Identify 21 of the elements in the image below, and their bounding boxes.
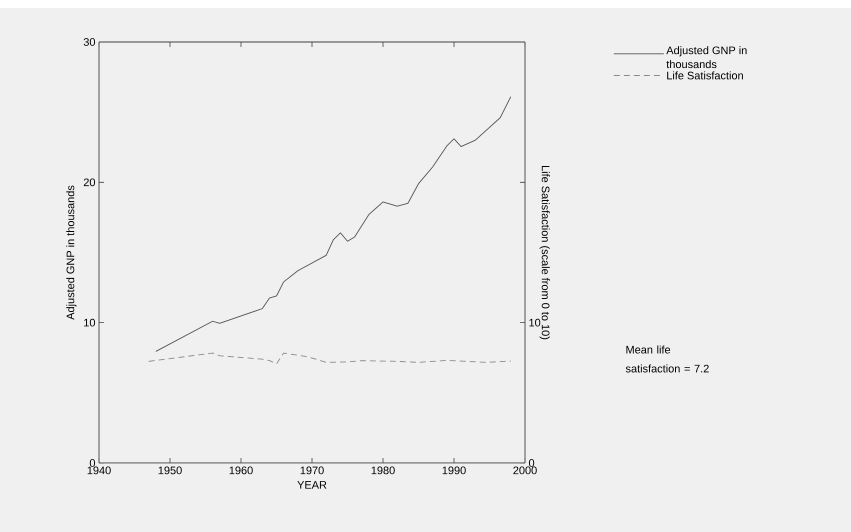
y2-axis-title: Life Satisfaction (scale from 0 to 10)	[540, 166, 550, 340]
legend-label: Life Satisfaction	[667, 71, 743, 80]
line-series	[148, 352, 512, 364]
x-tick-label: 1980	[372, 466, 395, 474]
y2-tick-label: 10	[529, 318, 540, 327]
y-tick-label: 30	[84, 38, 96, 46]
y-tick-label: 0	[90, 459, 96, 467]
x-tick-label: 1990	[442, 466, 466, 474]
x-tick-label: 1960	[230, 466, 253, 474]
y-tick-label: 10	[84, 318, 96, 327]
y-tick-label: 20	[84, 178, 96, 186]
legend-label: Adjusted GNP in thousands	[666, 46, 747, 68]
line-series	[155, 96, 512, 352]
x-tick-label: 2000	[513, 466, 537, 474]
x-tick-label: 1940	[88, 466, 111, 474]
x-tick-label: 1970	[300, 466, 324, 474]
y2-tick-label: 0	[528, 459, 534, 467]
x-tick-label: 1950	[158, 466, 182, 474]
y-axis-title: Adjusted GNP in thousands	[66, 186, 76, 320]
text: Mean life satisfaction = 7.2	[626, 346, 709, 372]
x-axis-title: YEAR	[297, 481, 326, 489]
